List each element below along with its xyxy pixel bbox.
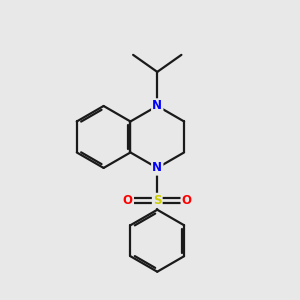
Text: O: O <box>182 194 192 207</box>
Text: O: O <box>123 194 133 207</box>
Text: N: N <box>152 161 162 174</box>
Text: S: S <box>153 194 161 207</box>
Text: N: N <box>152 100 162 112</box>
